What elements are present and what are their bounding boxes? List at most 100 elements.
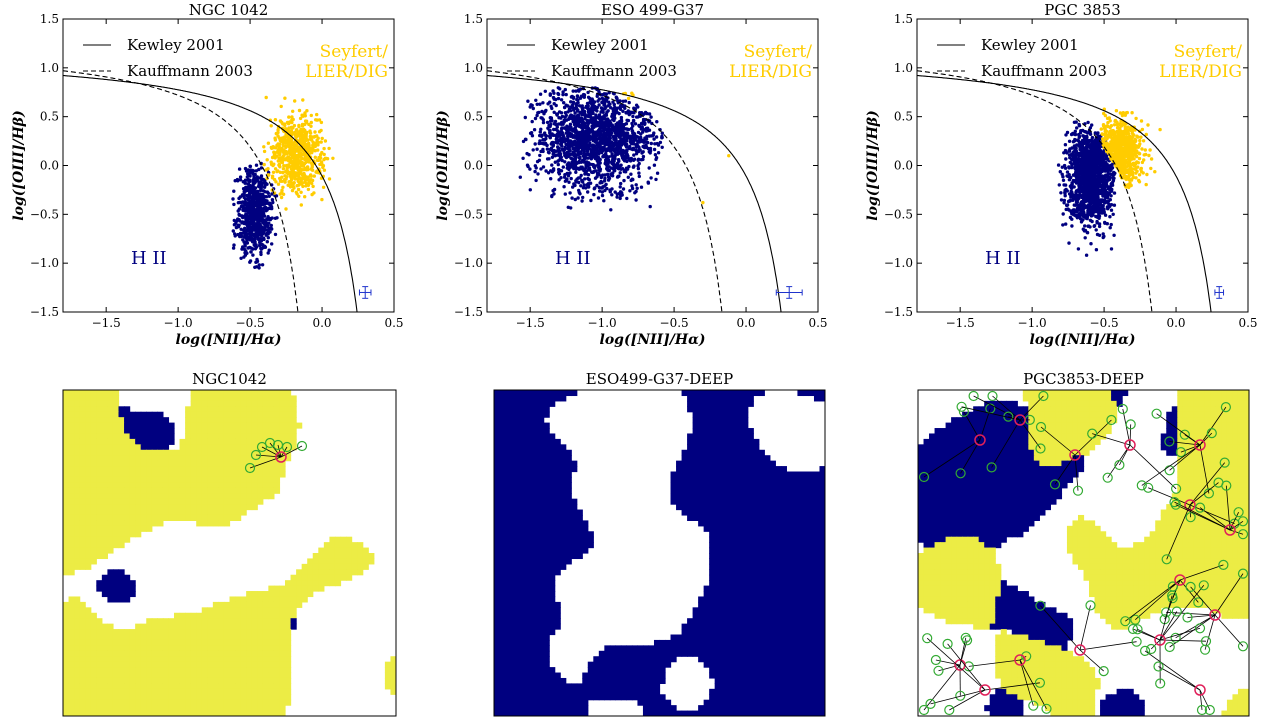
scatter-point-hii — [526, 99, 530, 103]
scatter-point-hii — [625, 196, 629, 201]
scatter-point-hii — [1083, 186, 1087, 191]
scatter-point-hii — [1094, 248, 1099, 252]
y-tick-label: −1.5 — [30, 305, 59, 319]
scatter-point-agn — [291, 126, 295, 130]
scatter-point-hii — [250, 238, 255, 242]
scatter-point-hii — [1086, 199, 1091, 203]
scatter-point-agn — [701, 200, 705, 205]
scatter-point-hii — [1109, 194, 1113, 198]
scatter-point-agn — [292, 186, 296, 190]
scatter-point-hii — [577, 180, 581, 185]
scatter-point-hii — [248, 186, 252, 190]
hii-label: H II — [555, 248, 591, 269]
scatter-point-hii — [258, 206, 263, 210]
scatter-point-hii — [631, 114, 635, 119]
scatter-point-hii — [1086, 120, 1090, 125]
scatter-point-hii — [622, 178, 626, 183]
scatter-point-hii — [618, 164, 622, 169]
scatter-point-hii — [267, 202, 271, 206]
scatter-point-hii — [586, 119, 590, 123]
scatter-point-hii — [242, 255, 246, 259]
scatter-point-agn — [293, 174, 298, 178]
scatter-point-agn — [303, 134, 307, 138]
scatter-point-hii — [625, 134, 630, 138]
scatter-point-hii — [1080, 171, 1085, 175]
scatter-point-hii — [562, 101, 566, 105]
scatter-point-agn — [262, 149, 267, 154]
scatter-point-hii — [560, 114, 565, 119]
scatter-point-hii — [620, 193, 624, 197]
scatter-point-hii — [1101, 154, 1106, 158]
scatter-point-agn — [309, 137, 313, 142]
scatter-point-agn — [276, 182, 281, 186]
scatter-point-hii — [531, 106, 535, 111]
scatter-point-hii — [592, 187, 596, 191]
scatter-point-hii — [547, 151, 551, 155]
scatter-point-agn — [289, 144, 293, 148]
scatter-point-hii — [247, 193, 252, 197]
scatter-point-hii — [1088, 126, 1093, 130]
scatter-point-hii — [1067, 192, 1072, 196]
scatter-point-hii — [602, 179, 607, 183]
scatter-point-agn — [264, 95, 268, 100]
scatter-point-hii — [627, 164, 631, 169]
legend-label: Kauffmann 2003 — [127, 62, 253, 80]
scatter-point-hii — [616, 162, 620, 166]
scatter-point-agn — [297, 130, 301, 134]
scatter-point-hii — [1080, 194, 1085, 198]
scatter-point-hii — [631, 147, 635, 152]
scatter-point-hii — [588, 141, 592, 145]
scatter-point-hii — [264, 201, 268, 205]
scatter-point-hii — [1091, 145, 1095, 149]
scatter-point-hii — [1084, 253, 1089, 257]
scatter-point-hii — [1077, 180, 1081, 185]
scatter-point-hii — [623, 131, 627, 135]
scatter-point-hii — [251, 187, 255, 191]
scatter-point-agn — [277, 156, 281, 160]
scatter-point-hii — [611, 158, 615, 163]
scatter-point-hii — [619, 122, 623, 127]
scatter-point-hii — [1104, 160, 1108, 165]
scatter-point-agn — [281, 167, 286, 171]
scatter-point-hii — [570, 196, 574, 200]
scatter-point-hii — [1066, 199, 1071, 204]
scatter-point-agn — [287, 115, 291, 119]
scatter-point-hii — [267, 248, 271, 252]
scatter-point-hii — [575, 109, 580, 113]
scatter-point-hii — [248, 164, 252, 168]
scatter-point-hii — [266, 191, 270, 195]
scatter-point-agn — [284, 207, 288, 211]
scatter-point-hii — [551, 89, 555, 93]
kewley-curve — [487, 74, 782, 312]
scatter-point-hii — [521, 156, 525, 160]
scatter-point-hii — [604, 112, 608, 117]
scatter-point-hii — [241, 208, 245, 212]
scatter-point-hii — [610, 144, 614, 149]
scatter-point-agn — [1146, 123, 1150, 127]
bpt-panel-3: −1.5 −1.0 −0.5 0.0 0.51.51.00.50.0−0.5−1.0−1… — [865, 1, 1258, 348]
scatter-point-hii — [1083, 198, 1087, 202]
scatter-points — [1056, 107, 1162, 257]
scatter-point-hii — [585, 149, 590, 154]
scatter-point-hii — [1069, 189, 1073, 193]
scatter-point-hii — [1067, 241, 1071, 245]
scatter-point-hii — [556, 91, 560, 96]
scatter-point-hii — [259, 188, 263, 192]
scatter-point-agn — [301, 184, 305, 189]
scatter-point-hii — [253, 172, 257, 177]
scatter-point-agn — [312, 174, 316, 178]
scatter-point-hii — [1071, 140, 1076, 144]
scatter-point-hii — [636, 166, 641, 171]
scatter-point-hii — [242, 190, 246, 194]
legend-label: Kauffmann 2003 — [551, 62, 677, 80]
scatter-point-hii — [253, 240, 257, 244]
scatter-point-hii — [649, 176, 653, 180]
scatter-point-agn — [297, 124, 301, 129]
scatter-point-hii — [535, 147, 539, 151]
scatter-point-hii — [1085, 231, 1090, 235]
scatter-point-agn — [284, 177, 288, 181]
scatter-point-hii — [541, 101, 545, 105]
scatter-point-hii — [618, 99, 622, 103]
scatter-point-agn — [269, 124, 273, 128]
